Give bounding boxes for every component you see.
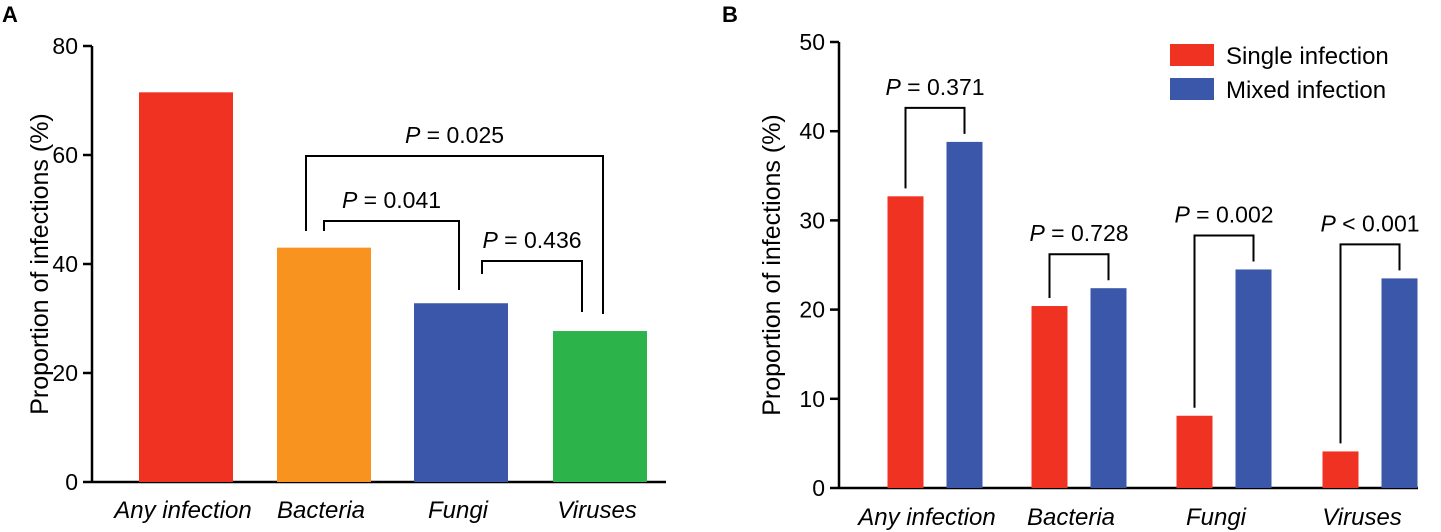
chart-b: 0 10 20 30 40 50 Proportion of infections (%) A… <box>758 29 1420 531</box>
a-p-value-label: P = 0.436 <box>482 227 581 253</box>
a-y-tick-label: 40 <box>52 251 78 277</box>
b-legend-label: Mixed infection <box>1226 77 1386 104</box>
b-p-value-label-value: = 0.002 <box>1190 201 1274 227</box>
b-bar-single-infection-viruses <box>1322 451 1359 488</box>
b-y-tick-label: 20 <box>799 297 825 323</box>
a-category-label: Viruses <box>557 497 637 524</box>
b-y-tick-label: 40 <box>799 118 825 144</box>
b-y-tick-label: 10 <box>799 386 825 412</box>
b-p-value-label: P < 0.001 <box>1320 210 1419 236</box>
a-p-value-label: P = 0.025 <box>405 122 504 148</box>
a-category-label: Fungi <box>428 497 489 524</box>
chart-a: 0 20 40 60 80 Proportion of infections (%) Any… <box>26 33 666 524</box>
b-p-value-label-value: < 0.001 <box>1336 210 1420 236</box>
a-p-value-label-value: = 0.041 <box>357 187 441 213</box>
b-bar-single-infection-fungi <box>1176 415 1213 488</box>
b-significance-bracket <box>1048 253 1110 299</box>
b-bar-single-infection-any-infection <box>887 196 924 489</box>
b-significance-bracket <box>1193 234 1255 408</box>
a-bar-bacteria <box>277 247 371 482</box>
panel-a-label: A <box>2 2 18 27</box>
a-bar-any-infection <box>139 92 233 482</box>
b-significance-bracket <box>1339 243 1401 444</box>
b-p-value-label: P = 0.371 <box>885 74 984 100</box>
b-bar-mixed-infection-viruses <box>1381 278 1418 488</box>
b-legend-label: Single infection <box>1226 43 1389 70</box>
a-y-tick-label: 80 <box>52 33 78 59</box>
a-significance-bracket <box>323 220 460 290</box>
a-p-value-label-p: P <box>342 187 358 213</box>
a-p-value-label: P = 0.041 <box>342 187 441 213</box>
b-p-value-label: P = 0.002 <box>1174 201 1273 227</box>
b-category-label: Any infection <box>856 504 995 531</box>
b-significance-bracket <box>904 106 966 189</box>
a-bar-fungi <box>414 303 508 482</box>
b-y-axis-label: Proportion of infections (%) <box>758 114 786 416</box>
b-legend-swatch-single-infection <box>1170 44 1214 66</box>
b-y-tick-label: 30 <box>799 207 825 233</box>
panel-b-label: B <box>722 2 738 27</box>
b-bar-mixed-infection-fungi <box>1235 269 1272 488</box>
a-y-tick-label: 0 <box>65 469 78 495</box>
a-p-value-label-value: = 0.025 <box>420 122 504 148</box>
a-category-label: Any infection <box>112 497 251 524</box>
b-category-label: Fungi <box>1186 504 1247 531</box>
b-category-label: Bacteria <box>1027 504 1115 531</box>
b-p-value-label-value: = 0.371 <box>901 74 985 100</box>
b-y-tick-label: 0 <box>812 475 825 501</box>
b-legend-swatch-mixed-infection <box>1170 78 1214 100</box>
a-p-value-label-value: = 0.436 <box>498 227 582 253</box>
b-bar-mixed-infection-any-infection <box>946 141 983 489</box>
b-p-value-label-p: P <box>885 74 901 100</box>
b-category-label: Viruses <box>1322 504 1402 531</box>
b-bar-mixed-infection-bacteria <box>1090 288 1127 488</box>
b-p-value-label-p: P <box>1174 201 1190 227</box>
b-bar-single-infection-bacteria <box>1031 306 1068 488</box>
a-category-label: Bacteria <box>277 497 365 524</box>
a-significance-bracket <box>305 155 604 314</box>
a-y-tick-label: 60 <box>52 142 78 168</box>
a-significance-bracket <box>481 260 583 312</box>
a-y-tick-label: 20 <box>52 360 78 386</box>
b-p-value-label: P = 0.728 <box>1029 220 1128 246</box>
a-p-value-label-p: P <box>482 227 498 253</box>
a-y-axis-label: Proportion of infections (%) <box>26 113 54 415</box>
b-p-value-label-value: = 0.728 <box>1045 220 1129 246</box>
a-p-value-label-p: P <box>405 122 421 148</box>
b-p-value-label-p: P <box>1029 220 1045 246</box>
a-bar-viruses <box>553 331 647 482</box>
b-y-tick-label: 50 <box>799 29 825 55</box>
b-p-value-label-p: P <box>1320 210 1336 236</box>
